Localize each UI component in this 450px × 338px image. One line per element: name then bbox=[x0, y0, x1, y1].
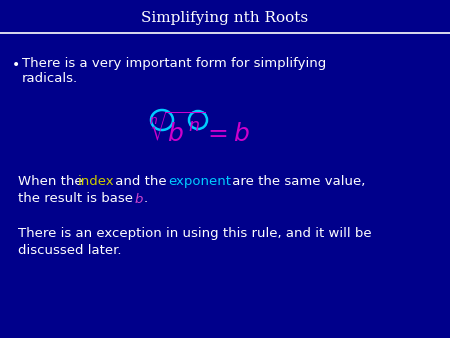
Text: exponent: exponent bbox=[168, 175, 231, 188]
Text: are the same value,: are the same value, bbox=[228, 175, 365, 188]
Text: There is a very important form for simplifying: There is a very important form for simpl… bbox=[22, 57, 326, 70]
Text: When the: When the bbox=[18, 175, 87, 188]
Text: There is an exception in using this rule, and it will be: There is an exception in using this rule… bbox=[18, 227, 372, 240]
Text: •: • bbox=[12, 58, 20, 72]
Text: the result is base: the result is base bbox=[18, 192, 137, 205]
Text: $b$: $b$ bbox=[134, 192, 144, 206]
Text: Simplifying nth Roots: Simplifying nth Roots bbox=[141, 11, 309, 25]
Text: and the: and the bbox=[111, 175, 171, 188]
Text: radicals.: radicals. bbox=[22, 72, 78, 85]
Text: $\sqrt[n]{b^{\,n}} = b$: $\sqrt[n]{b^{\,n}} = b$ bbox=[149, 113, 251, 147]
Text: index: index bbox=[78, 175, 115, 188]
Text: discussed later.: discussed later. bbox=[18, 244, 122, 257]
Text: .: . bbox=[144, 192, 148, 205]
